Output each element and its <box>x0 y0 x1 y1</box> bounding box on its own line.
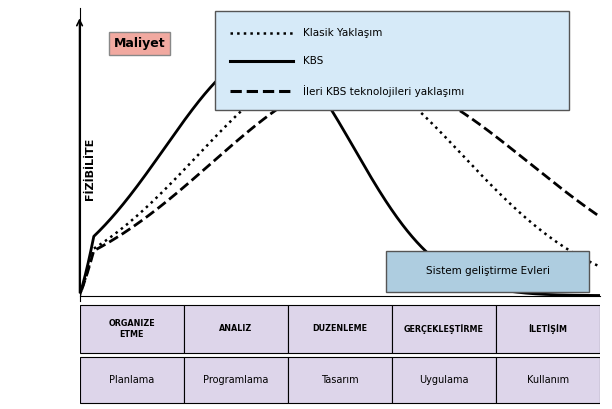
FancyBboxPatch shape <box>387 251 589 292</box>
Text: Sistem geliştirme Evleri: Sistem geliştirme Evleri <box>426 266 550 276</box>
Text: ORGANIZE
ETME: ORGANIZE ETME <box>108 319 155 339</box>
Text: Uygulama: Uygulama <box>419 375 468 385</box>
Text: Kullanım: Kullanım <box>527 375 569 385</box>
Text: Programlama: Programlama <box>203 375 268 385</box>
Text: Planlama: Planlama <box>109 375 154 385</box>
FancyBboxPatch shape <box>80 357 184 403</box>
FancyBboxPatch shape <box>392 357 496 403</box>
Text: GERÇEKLEŞTİRME: GERÇEKLEŞTİRME <box>404 324 483 334</box>
Text: ANALIZ: ANALIZ <box>219 324 252 333</box>
Text: Tasarım: Tasarım <box>321 375 359 385</box>
Text: Maliyet: Maliyet <box>114 37 165 50</box>
FancyBboxPatch shape <box>80 305 184 353</box>
FancyBboxPatch shape <box>288 357 392 403</box>
FancyBboxPatch shape <box>184 357 288 403</box>
FancyBboxPatch shape <box>184 305 288 353</box>
Text: DUZENLEME: DUZENLEME <box>312 324 367 333</box>
FancyBboxPatch shape <box>392 305 496 353</box>
FancyBboxPatch shape <box>288 305 392 353</box>
FancyBboxPatch shape <box>496 357 600 403</box>
Text: İLETİŞİM: İLETİŞİM <box>528 324 567 334</box>
Text: Klasik Yaklaşım: Klasik Yaklaşım <box>304 28 382 38</box>
Text: FİZİBİLİTE: FİZİBİLİTE <box>85 138 95 200</box>
FancyBboxPatch shape <box>496 305 600 353</box>
Text: KBS: KBS <box>304 56 324 66</box>
Text: İleri KBS teknolojileri yaklaşımı: İleri KBS teknolojileri yaklaşımı <box>304 85 465 97</box>
FancyBboxPatch shape <box>215 11 569 110</box>
